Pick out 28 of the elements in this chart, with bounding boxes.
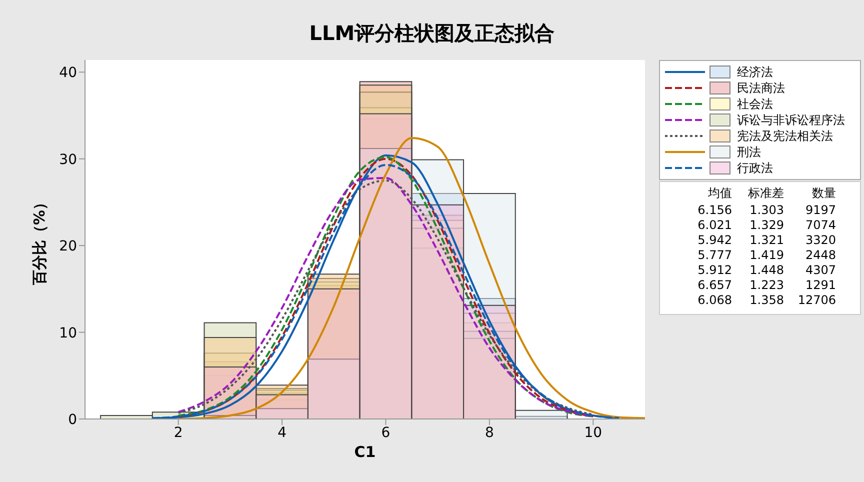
x-axis-title: C1 [354,443,376,461]
y-tick-label: 30 [59,152,77,168]
x-tick-label: 4 [278,424,287,441]
legend-label: 行政法 [737,160,773,174]
text: 6.021 1.329 7074 [698,218,836,232]
chart-title: LLM评分柱状图及正态拟合 [309,21,555,45]
y-axis-title: 百分比（%） [30,194,48,286]
x-tick-label: 2 [174,424,183,441]
x-tick-label: 6 [381,424,390,441]
text: 均值 标准差 数量 [708,186,836,200]
x-tick-label: 10 [584,424,602,441]
text: 6.068 1.358 12706 [698,292,836,306]
legend-label: 诉讼与非诉讼程序法 [737,112,845,126]
text: 6.156 1.303 9197 [698,202,836,216]
x-tick-label: 8 [484,424,494,441]
y-tick-label: 10 [59,325,77,342]
legend-label: 经济法 [737,64,773,78]
y-tick-label: 0 [68,412,77,428]
legend-label: 民法商法 [737,80,785,94]
text: 5.777 1.419 2448 [698,248,836,262]
y-tick-label: 20 [59,238,77,255]
text: 6.657 1.223 1291 [698,278,836,292]
y-tick-label: 40 [59,65,77,82]
legend-label: 宪法及宪法相关法 [737,128,833,142]
text: 5.912 1.448 4307 [698,262,836,276]
text: 5.942 1.321 3320 [698,232,836,246]
legend-label: 社会法 [737,96,773,110]
legend-label: 刑法 [737,144,761,158]
